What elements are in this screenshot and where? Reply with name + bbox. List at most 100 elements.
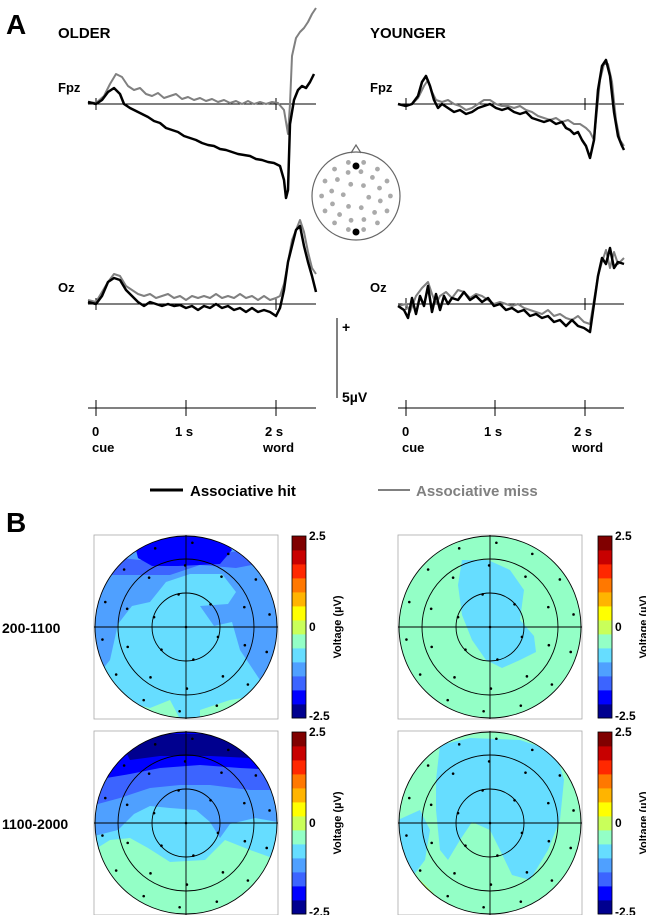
oz-electrode-marker [352, 228, 360, 236]
electrode-dot [149, 872, 152, 875]
electrode-dot [405, 638, 408, 641]
electrode-dot [184, 625, 188, 629]
electrode-dot [226, 552, 230, 556]
channel-label-younger-fpz: Fpz [370, 80, 393, 95]
montage-electrode-dot [330, 201, 335, 207]
montage-electrode-dot [358, 205, 364, 211]
colorbar-segment [598, 704, 612, 719]
colorbar-segment [598, 592, 612, 607]
topomap-younger-1100-2000 [397, 730, 583, 915]
electrode-dot [457, 743, 461, 746]
electrode-dot [457, 547, 461, 550]
colorbar-min-label: -2.5 [615, 709, 636, 723]
electrode-dot [153, 547, 157, 550]
colorbar-segment [598, 844, 612, 859]
colorbar-segment [292, 676, 306, 691]
time-axis-older: 0 1 s 2 s cue word [88, 400, 316, 455]
electrode-dot [496, 854, 499, 857]
electrode-dot [530, 552, 534, 556]
colorbar-segment [292, 564, 306, 579]
colorbar-segment [292, 774, 306, 789]
colorbar-title: Voltage (µV) [638, 595, 646, 658]
colorbar-segment [598, 564, 612, 579]
electrode-dot [178, 905, 181, 909]
montage-electrode-dot [345, 227, 351, 232]
electrode-dot [160, 648, 163, 652]
electrode-dot [254, 578, 258, 581]
colorbar-row2-left: 2.5 0 -2.5 Voltage (µV) [291, 725, 344, 915]
electrode-dot [558, 578, 562, 581]
legend: Associative hit Associative miss [150, 483, 538, 500]
electrode-dot [407, 796, 411, 800]
montage-electrode-dot [375, 220, 380, 226]
electrode-dot [569, 846, 573, 850]
electrode-dot [243, 839, 247, 843]
colorbar-segment [598, 802, 612, 817]
electrode-dot [547, 839, 551, 843]
colorbar-segment [292, 900, 306, 915]
colorbar-min-label: -2.5 [615, 905, 636, 915]
topomap-older-1100-2000 [93, 730, 279, 915]
colorbar-segment [292, 592, 306, 607]
tick-label-1s: 1 s [484, 424, 502, 439]
electrode-dot [122, 568, 126, 571]
colorbar-segment [292, 802, 306, 817]
montage-electrode-dot [370, 175, 375, 180]
electrode-dot [226, 748, 230, 752]
electrode-dot [558, 774, 562, 777]
electrode-dot [547, 605, 550, 609]
electrode-dot [221, 871, 225, 874]
electrode-montage-diagram [311, 143, 401, 241]
montage-electrode-dot [361, 217, 367, 222]
electrode-dot [426, 568, 430, 571]
trace-younger-fpz-miss [397, 63, 625, 147]
montage-electrode-dot [375, 166, 380, 172]
event-label-cue: cue [92, 440, 114, 455]
colorbar-segment [598, 886, 612, 901]
electrode-dot [192, 658, 195, 661]
montage-electrode-dot [361, 227, 367, 232]
montage-electrode-dot [335, 177, 340, 182]
event-label-cue: cue [402, 440, 424, 455]
electrode-dot [456, 615, 460, 619]
electrode-dot [103, 600, 107, 604]
colorbar-segment [292, 788, 306, 803]
electrode-dot [407, 600, 411, 604]
electrode-dot [453, 872, 456, 875]
electrode-dot [268, 809, 271, 812]
electrode-dot [489, 687, 493, 690]
colorbar-segment [292, 578, 306, 593]
electrode-dot [525, 675, 529, 678]
electrode-dot [184, 821, 188, 825]
electrode-dot [160, 844, 163, 848]
montage-electrode-dot [361, 183, 366, 189]
colorbar-segment [598, 830, 612, 845]
colorbar-segment [292, 634, 306, 649]
electrode-dot [185, 687, 189, 690]
colorbar-zero-label: 0 [615, 620, 622, 634]
colorbar-segment [292, 606, 306, 621]
montage-electrode-dot [345, 160, 351, 165]
electrode-dot [464, 844, 467, 848]
electrode-dot [147, 576, 151, 579]
colorbar-segment [292, 550, 306, 565]
electrode-dot [220, 771, 223, 774]
electrode-dot [488, 821, 492, 825]
montage-electrode-dot [329, 188, 335, 194]
electrode-dot [513, 798, 516, 802]
scale-polarity-label: + [342, 319, 350, 335]
trace-younger-oz-hit [397, 246, 625, 334]
electrode-dot [209, 602, 212, 606]
colorbar-segment [598, 872, 612, 887]
colorbar-segment [598, 900, 612, 915]
electrode-dot [489, 883, 493, 886]
electrode-dot [547, 643, 551, 647]
event-label-word: word [571, 440, 603, 455]
channel-label-younger-oz: Oz [370, 280, 387, 295]
group-title-younger: YOUNGER [370, 25, 446, 42]
electrode-dot [429, 803, 433, 807]
colorbar-segment [292, 732, 306, 747]
electrode-dot [520, 831, 524, 835]
electrode-dot [243, 801, 246, 805]
